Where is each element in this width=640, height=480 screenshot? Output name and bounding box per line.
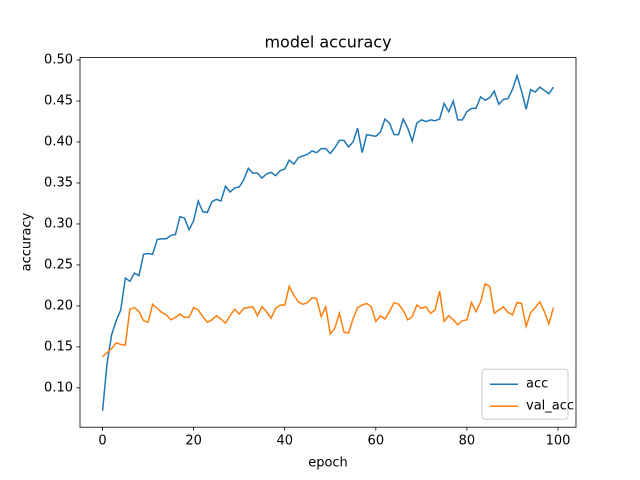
y-tick-label: 0.45 (44, 94, 73, 109)
legend-label: acc (526, 377, 548, 392)
y-axis-label: accuracy (20, 212, 35, 271)
series-line (101, 73, 555, 411)
x-tick-label: 20 (185, 434, 202, 449)
legend-label: val_acc (526, 399, 574, 414)
y-tick-label: 0.40 (44, 135, 73, 150)
y-tick-label: 0.15 (44, 339, 73, 354)
x-axis-label: epoch (308, 456, 348, 471)
x-tick-label: 60 (368, 434, 385, 449)
x-tick-label: 40 (276, 434, 293, 449)
y-tick-label: 0.30 (44, 216, 73, 231)
series-line (102, 282, 555, 358)
axes-frame (79, 57, 577, 428)
y-tick-label: 0.25 (44, 257, 73, 272)
x-tick-label: 80 (459, 434, 476, 449)
y-tick-label: 0.50 (44, 53, 73, 68)
y-tick-label: 0.10 (44, 380, 73, 395)
y-tick-label: 0.35 (44, 175, 73, 190)
y-tick-label: 0.20 (44, 298, 73, 313)
chart-title: model accuracy (264, 33, 391, 52)
x-tick-label: 100 (546, 434, 571, 449)
x-tick-label: 0 (98, 434, 106, 449)
